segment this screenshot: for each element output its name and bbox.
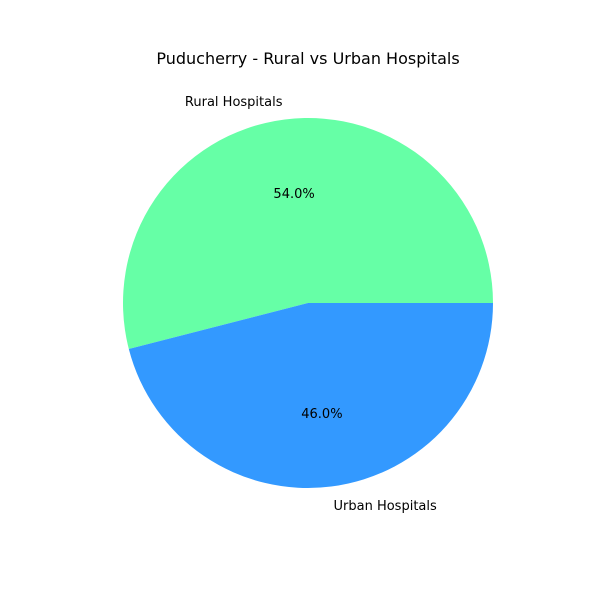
pie-slices xyxy=(123,118,494,489)
slice-label-rural: Rural Hospitals xyxy=(185,95,283,110)
pie-labels: Rural Hospitals 54.0% Urban Hospitals 46.0% xyxy=(185,95,437,514)
pie-slice-rural xyxy=(123,118,494,350)
slice-label-urban: Urban Hospitals xyxy=(334,499,437,514)
chart-title: Puducherry - Rural vs Urban Hospitals xyxy=(156,49,459,68)
percent-label-urban: 46.0% xyxy=(301,407,342,422)
pie-slice-urban xyxy=(128,303,494,489)
percent-label-rural: 54.0% xyxy=(273,187,314,202)
